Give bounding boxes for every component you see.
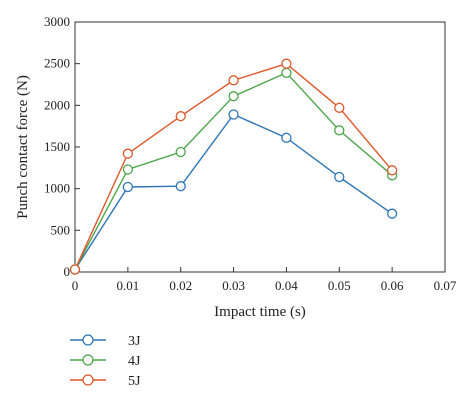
x-axis-ticks: 0 0.01 0.02 0.03 0.04 0.05 0.06 0.07	[72, 267, 457, 293]
x-tick-label: 0.05	[328, 278, 351, 293]
series-line-4j	[74, 71, 393, 270]
data-point-5j	[386, 165, 398, 176]
data-point-5j	[228, 75, 239, 86]
legend-label-3j: 3J	[128, 334, 141, 349]
legend-label-4j: 4J	[128, 354, 141, 369]
data-point-4j	[228, 91, 239, 102]
legend-marker-3j	[82, 334, 94, 346]
x-tick-label: 0.03	[222, 278, 245, 293]
legend: 3J 4J 5J	[70, 334, 141, 389]
series-layer	[69, 58, 398, 275]
y-tick-label: 2500	[44, 56, 70, 71]
data-point-4j	[122, 164, 134, 175]
data-point-3j	[386, 208, 398, 219]
x-tick-label: 0.02	[169, 278, 192, 293]
data-point-5j	[175, 111, 186, 122]
data-point-5j	[122, 148, 134, 159]
data-point-5j	[69, 264, 81, 275]
data-point-3j	[122, 181, 134, 193]
legend-marker-5j	[82, 374, 94, 386]
data-point-3j	[334, 171, 345, 183]
y-tick-label: 0	[64, 264, 71, 279]
data-point-4j	[281, 67, 292, 78]
y-tick-label: 3000	[44, 14, 70, 29]
data-point-5j	[334, 102, 345, 113]
y-axis-title: Punch contact force (N)	[15, 75, 31, 219]
y-tick-label: 1000	[44, 181, 70, 196]
legend-marker-4j	[82, 354, 94, 366]
data-point-4j	[175, 146, 186, 158]
x-axis-title: Impact time (s)	[214, 304, 306, 320]
x-tick-label: 0.01	[116, 278, 139, 293]
legend-label-5j: 5J	[128, 374, 141, 389]
plot-frame	[74, 21, 446, 273]
x-tick-label: 0	[72, 278, 79, 293]
data-point-4j	[334, 125, 345, 136]
x-tick-label: 0.06	[381, 278, 404, 293]
data-point-3j	[175, 181, 186, 192]
data-point-3j	[228, 109, 239, 120]
series-line-3j	[74, 113, 393, 270]
y-tick-label: 1500	[44, 139, 70, 154]
x-tick-label: 0.07	[434, 278, 457, 293]
y-tick-label: 2000	[44, 97, 70, 112]
y-tick-label: 500	[51, 222, 71, 237]
data-point-3j	[281, 132, 292, 143]
data-point-5j	[281, 58, 292, 69]
y-axis-ticks: 0 500 1000 1500 2000 2500 3000	[44, 14, 80, 279]
x-tick-label: 0.04	[275, 278, 298, 293]
